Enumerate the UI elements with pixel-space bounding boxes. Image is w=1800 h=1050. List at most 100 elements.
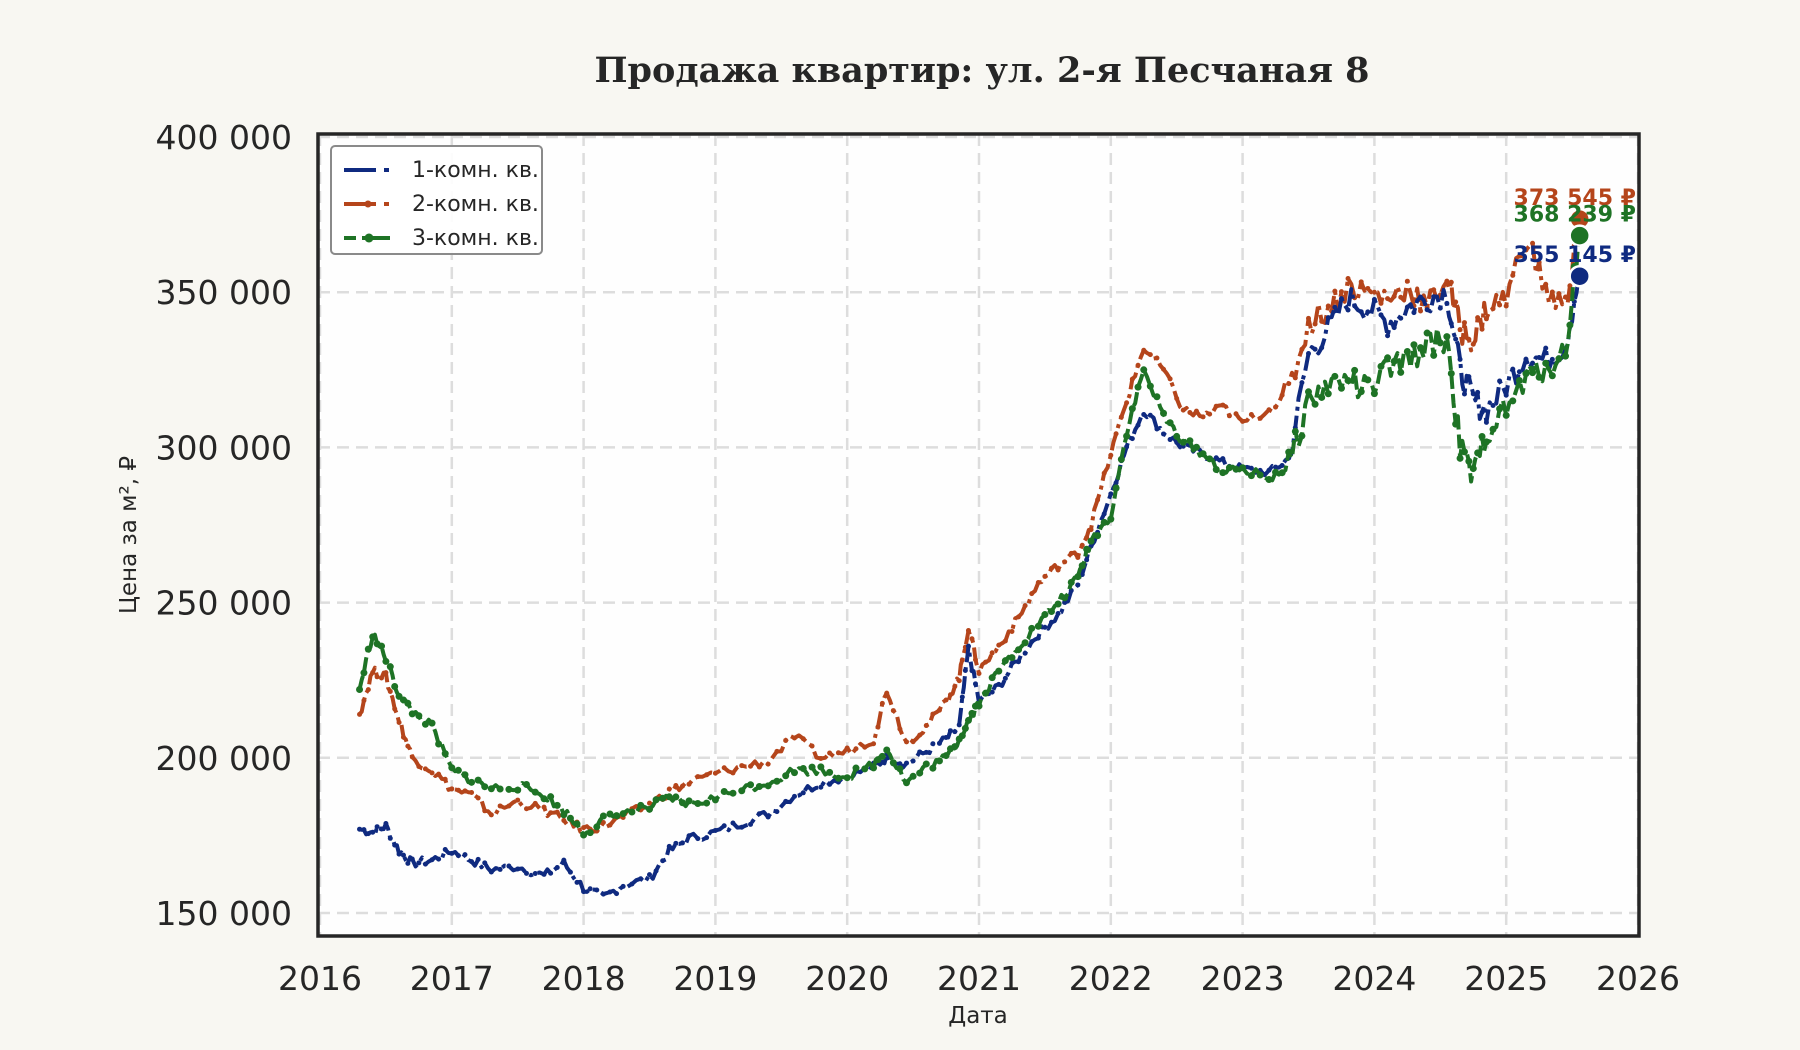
data-point [1312, 346, 1318, 352]
data-point [884, 690, 890, 696]
data-point [835, 750, 841, 756]
data-point [1522, 370, 1530, 378]
data-point [969, 668, 975, 674]
data-point [947, 728, 953, 734]
data-point [1079, 542, 1085, 548]
data-point [1479, 326, 1485, 332]
data-point [515, 866, 521, 872]
data-point [561, 857, 567, 863]
data-point [1431, 294, 1437, 300]
data-point [1042, 573, 1048, 579]
data-point [1009, 660, 1015, 666]
data-point [506, 803, 512, 809]
data-point [1015, 646, 1023, 654]
x-tick-label: 2016 [278, 959, 362, 998]
data-point [943, 697, 949, 703]
data-point [738, 787, 746, 795]
data-point [409, 754, 415, 760]
data-point [1345, 307, 1351, 313]
data-point [496, 785, 504, 793]
data-point [1016, 659, 1022, 665]
data-point [1101, 470, 1107, 476]
data-point [474, 776, 482, 784]
data-point [748, 821, 754, 827]
data-point [1556, 291, 1562, 297]
data-point [522, 781, 530, 789]
data-point [1248, 412, 1254, 418]
data-point [1370, 390, 1378, 398]
data-point [1074, 573, 1082, 581]
data-point [422, 861, 428, 867]
data-point [416, 764, 422, 770]
data-point [1180, 407, 1186, 413]
data-point [1174, 395, 1180, 401]
data-point [1232, 465, 1240, 473]
data-point [1548, 372, 1556, 380]
data-point [531, 788, 539, 796]
data-point [1542, 359, 1550, 367]
data-point [619, 810, 627, 818]
data-point [739, 824, 745, 830]
data-point [791, 735, 797, 741]
y-tick-label: 350 000 [156, 273, 292, 312]
data-point [729, 789, 737, 797]
data-point [1161, 366, 1167, 372]
data-point [408, 710, 416, 718]
data-point [1398, 315, 1404, 321]
data-point [1042, 624, 1048, 630]
data-point [554, 809, 560, 815]
data-point [890, 708, 896, 714]
data-point [879, 700, 885, 706]
data-point [482, 860, 488, 866]
data-point [1094, 532, 1102, 540]
data-point [1107, 515, 1115, 523]
data-point [581, 825, 587, 831]
data-point [989, 689, 995, 695]
data-point [827, 781, 833, 787]
data-point [1213, 455, 1219, 461]
data-point [1453, 336, 1459, 342]
data-point [379, 675, 385, 681]
legend: 1-комн. кв. 2-комн. кв. 3-комн. кв. [330, 145, 543, 255]
data-point [1403, 348, 1411, 356]
data-point [747, 781, 755, 789]
data-point [554, 865, 560, 871]
data-point [1448, 321, 1454, 327]
chart-title: Продажа квартир: ул. 2-я Песчаная 8 [594, 50, 1370, 91]
data-point [580, 831, 588, 839]
data-point [917, 749, 923, 755]
data-point [1187, 409, 1193, 415]
data-point [1273, 404, 1279, 410]
data-point [799, 764, 807, 772]
data-point [964, 716, 972, 724]
data-point [594, 887, 600, 893]
data-point [1147, 352, 1153, 358]
data-point [730, 820, 736, 826]
data-point [436, 856, 442, 862]
data-point [523, 806, 529, 812]
data-point [361, 698, 367, 704]
y-tick-label: 400 000 [156, 118, 292, 157]
data-point [1391, 293, 1397, 299]
x-axis-label: Дата [948, 1003, 1008, 1029]
data-point [659, 794, 667, 802]
data-point [896, 765, 904, 773]
data-point [962, 667, 968, 673]
data-point [1009, 628, 1015, 634]
data-point [383, 820, 389, 826]
data-point [1466, 374, 1472, 380]
y-tick-label: 300 000 [156, 428, 292, 467]
data-point [972, 657, 978, 663]
data-point [1212, 466, 1220, 474]
data-point [989, 650, 995, 656]
data-point [1475, 389, 1481, 395]
data-point [1474, 449, 1482, 457]
data-point [739, 763, 745, 769]
data-point [1247, 472, 1255, 480]
data-point [929, 764, 937, 772]
data-point [1135, 362, 1141, 368]
data-point [1410, 341, 1418, 349]
data-point [809, 743, 815, 749]
data-point [1516, 369, 1522, 375]
data-point [1140, 366, 1148, 374]
